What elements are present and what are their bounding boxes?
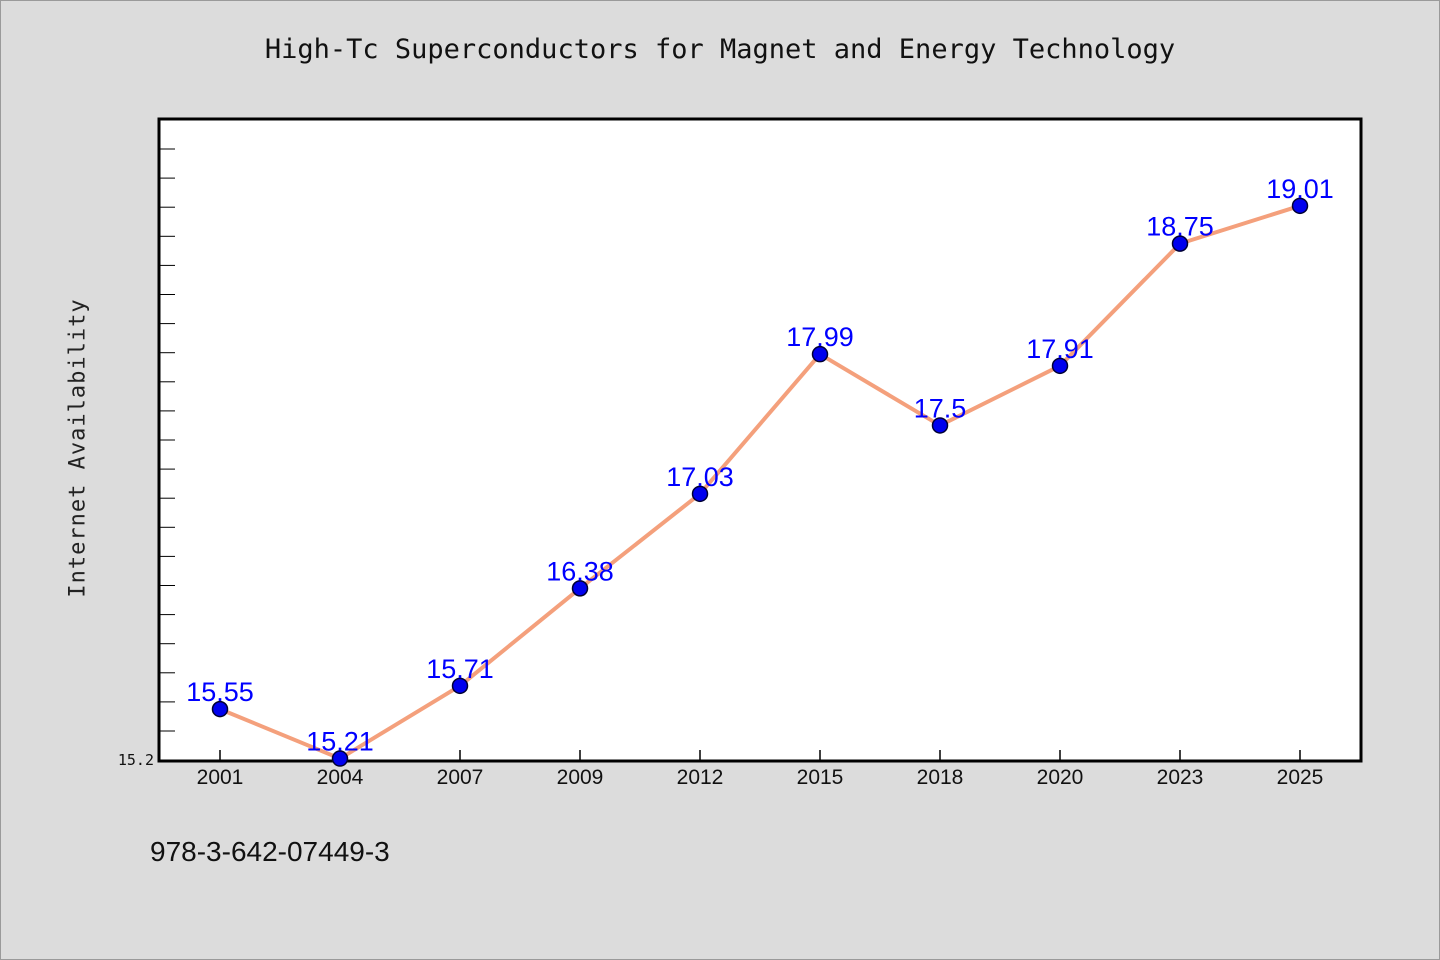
x-tick-label: 2007 [437, 766, 484, 789]
data-point-marker [1171, 235, 1189, 252]
data-point-marker [811, 345, 829, 363]
data-point-marker [571, 580, 589, 597]
data-label-layer: 15.55 15.21 15.71 16.38 17.03 17.99 17.5 17.91 1… [186, 174, 1334, 757]
data-label: 18.75 [1146, 212, 1214, 242]
data-label: 15.21 [306, 727, 374, 757]
series-line-layer [218, 203, 1302, 761]
data-point-marker [451, 677, 469, 695]
data-point-marker [1051, 357, 1069, 375]
x-tick-label: 2001 [197, 766, 244, 789]
data-label: 17.5 [914, 393, 967, 423]
x-tick-label: 2023 [1157, 766, 1204, 789]
isbn-text: 978-3-642-07449-3 [150, 836, 390, 867]
x-tick-label: 2025 [1277, 766, 1324, 789]
data-label: 17.03 [666, 462, 734, 492]
x-axis-ticks: 2001 2004 2007 2009 2012 2015 2018 2020 2023 2025 [197, 750, 1324, 789]
data-point-marker [331, 750, 349, 767]
x-tick-label: 2004 [317, 766, 364, 789]
data-label: 17.91 [1026, 334, 1094, 364]
y-tick-label: 15.2 [118, 751, 154, 769]
data-point-marker [1291, 197, 1309, 215]
x-tick-label: 2009 [557, 766, 604, 789]
x-tick-label: 2018 [917, 766, 964, 789]
data-point-marker [691, 485, 709, 503]
data-label: 15.55 [186, 677, 254, 707]
x-tick-label: 2020 [1037, 766, 1084, 789]
chart-title: High-Tc Superconductors for Magnet and E… [264, 34, 1176, 65]
marker-layer [211, 197, 1309, 767]
data-label: 19.01 [1266, 174, 1334, 204]
plot-area [157, 117, 1363, 763]
series-line [218, 203, 1302, 761]
x-tick-label: 2012 [677, 766, 724, 789]
data-point-marker [211, 700, 229, 718]
data-label: 16.38 [546, 556, 614, 586]
x-tick-label: 2015 [797, 766, 844, 789]
data-point-marker [931, 417, 949, 434]
y-axis-ticks: 15.2 [118, 148, 175, 769]
data-label: 17.99 [786, 322, 854, 352]
data-label: 15.71 [426, 654, 494, 684]
